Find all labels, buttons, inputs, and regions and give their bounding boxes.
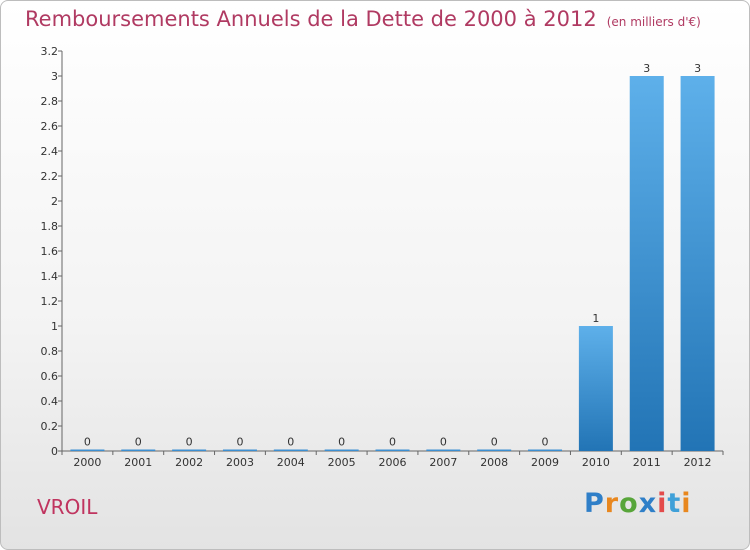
x-tick-label: 2009 [531,456,559,469]
y-tick-label: 3.2 [41,45,59,58]
bar-2004 [273,449,308,451]
bar-2000 [70,449,105,451]
bar-2005 [324,449,359,451]
chart-title: Remboursements Annuels de la Dette de 20… [25,7,701,31]
y-tick-label: 2 [51,195,58,208]
x-tick-label: 2002 [175,456,203,469]
bar-2001 [121,449,156,451]
logo-letter: i [657,488,668,519]
bar-2002 [172,449,207,451]
logo-letter: t [667,488,682,519]
y-tick-label: 1.6 [41,245,59,258]
data-label-2006: 0 [389,436,396,449]
bars [70,76,715,451]
logo-letter: o [619,488,639,519]
y-tick-label: 1.4 [41,270,59,283]
data-label-2005: 0 [338,436,345,449]
bar-2006 [375,449,410,451]
x-tick-label: 2000 [73,456,101,469]
data-label-2010: 1 [592,312,599,325]
bar-2011 [629,76,664,451]
data-label-2008: 0 [491,436,498,449]
x-tick-label: 2004 [277,456,305,469]
data-labels: 0 0 0 0 0 0 0 0 0 0 1 3 3 [84,62,701,449]
logo-letter: r [604,488,620,519]
y-tick-label: 0 [51,445,58,458]
data-label-2011: 3 [643,62,650,75]
y-tick-label: 2.8 [41,95,59,108]
bar-2009 [528,449,563,451]
unit-note: (en milliers d'€) [606,15,701,29]
x-axis: 2000 2001 2002 2003 2004 2005 2006 2007 2008 2009… [61,450,724,469]
y-tick-label: 0.2 [41,420,59,433]
data-label-2000: 0 [84,436,91,449]
x-tick-label: 2003 [226,456,254,469]
y-tick-label: 2.2 [41,170,59,183]
y-tick-label: 2.4 [41,145,59,158]
title-text: Remboursements Annuels de la Dette de 20… [25,7,597,31]
x-tick-label: 2007 [429,456,457,469]
y-tick-label: 0.8 [41,345,59,358]
bar-2003 [222,449,257,451]
y-tick-label: 0.6 [41,370,59,383]
y-tick-label: 1.8 [41,220,59,233]
bar-2008 [477,449,512,451]
data-label-2004: 0 [287,436,294,449]
x-tick-label: 2011 [633,456,661,469]
logo-letter: x [638,488,658,519]
bar-2007 [426,449,461,451]
y-tick-label: 2.6 [41,120,59,133]
y-tick-label: 1 [51,320,58,333]
bar-2010 [578,326,613,451]
x-tick-label: 2012 [684,456,712,469]
x-tick-label: 2006 [379,456,407,469]
logo-letter: i [681,488,692,519]
bar-2012 [680,76,715,451]
y-tick-label: 0.4 [41,395,59,408]
commune-name: VROIL [37,495,98,519]
data-label-2009: 0 [542,436,549,449]
proxiti-logo: Proxiti [584,488,692,519]
data-label-2007: 0 [440,436,447,449]
data-label-2012: 3 [694,62,701,75]
x-tick-label: 2005 [328,456,356,469]
x-tick-label: 2008 [480,456,508,469]
y-tick-label: 3 [51,70,58,83]
y-axis: 0 0.2 0.4 0.6 0.8 1 1.2 1.4 1.6 1.8 2 2.2 2.4 2.6 2.8 3… [41,45,63,458]
data-label-2003: 0 [236,436,243,449]
data-label-2002: 0 [186,436,193,449]
x-tick-label: 2010 [582,456,610,469]
logo-letter: P [584,488,605,519]
x-tick-label: 2001 [124,456,152,469]
data-label-2001: 0 [135,436,142,449]
y-tick-label: 1.2 [41,295,59,308]
